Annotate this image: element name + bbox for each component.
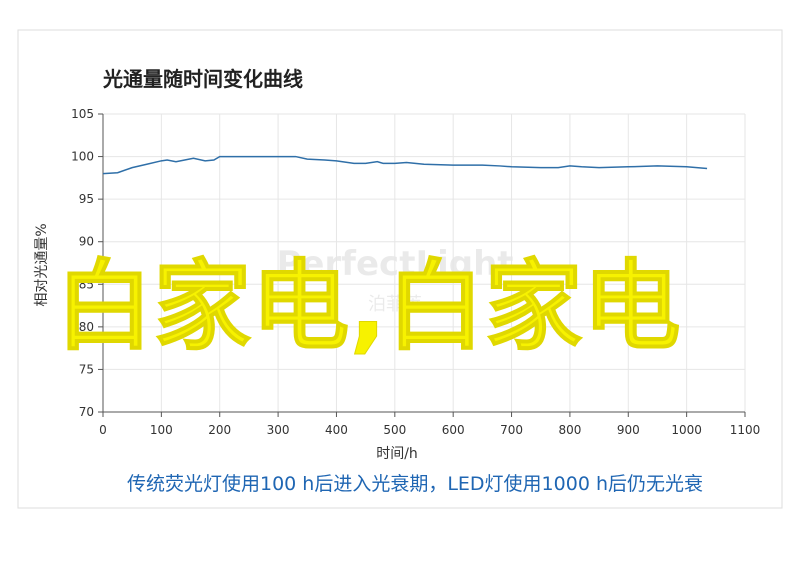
x-tick-label: 100 <box>150 423 173 437</box>
x-tick-label: 700 <box>500 423 523 437</box>
y-axis-label: 相对光通量% <box>34 223 50 306</box>
x-tick-label: 400 <box>325 423 348 437</box>
x-tick-label: 0 <box>99 423 107 437</box>
x-tick-label: 1100 <box>730 423 761 437</box>
chart-title: 光通量随时间变化曲线 <box>102 67 303 91</box>
y-tick-label: 105 <box>71 107 94 121</box>
y-tick-label: 100 <box>71 150 94 164</box>
y-tick-label: 90 <box>79 235 94 249</box>
x-tick-label: 800 <box>558 423 581 437</box>
y-tick-label: 95 <box>79 192 94 206</box>
x-tick-label: 500 <box>383 423 406 437</box>
frame <box>17 29 783 509</box>
y-tick-label: 70 <box>79 405 94 419</box>
y-tick-label: 85 <box>79 277 94 291</box>
caption: 传统荧光灯使用100 h后进入光衰期，LED灯使用1000 h后仍无光衰 <box>127 473 703 495</box>
x-tick-label: 900 <box>617 423 640 437</box>
data-line <box>102 155 708 175</box>
x-tick-label: 300 <box>267 423 290 437</box>
x-axis-label: 时间/h <box>376 446 418 462</box>
x-tick-label: 600 <box>442 423 465 437</box>
x-tick-label: 1000 <box>671 423 702 437</box>
y-tick-label: 80 <box>79 320 94 334</box>
x-tick-label: 200 <box>208 423 231 437</box>
overlay-text: 白家电,白家电 <box>55 250 680 364</box>
y-tick-label: 75 <box>79 362 94 376</box>
